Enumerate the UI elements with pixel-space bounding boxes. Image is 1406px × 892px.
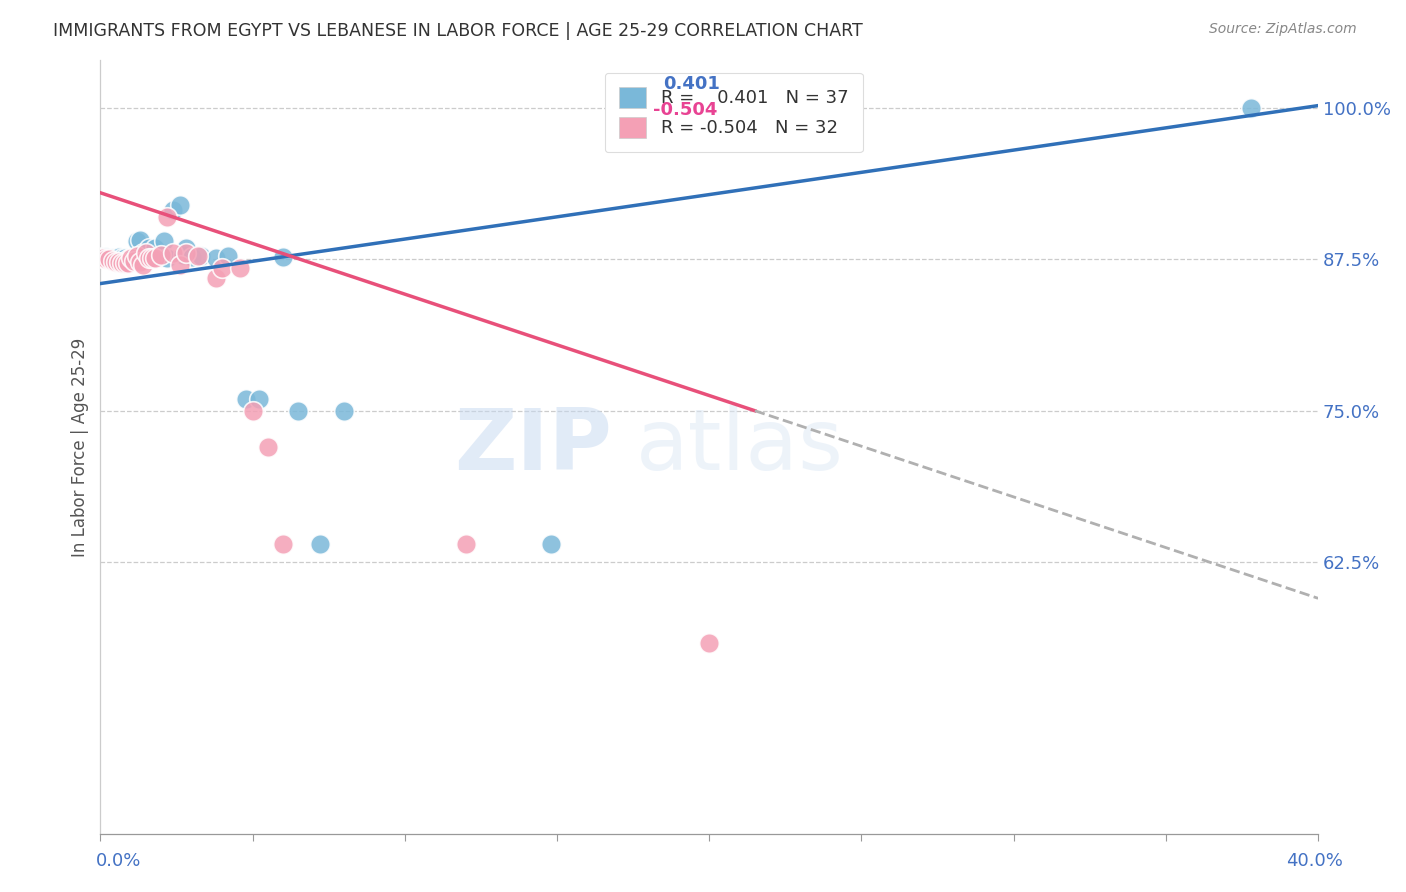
Point: [135, 246, 157, 260]
Point: [205, 270, 228, 285]
Point: [98, 252, 121, 267]
Point: [172, 247, 194, 261]
Point: [540, 537, 562, 551]
Point: [93, 251, 115, 265]
Point: [205, 251, 228, 265]
Point: [129, 254, 152, 268]
Point: [138, 251, 160, 265]
Point: [143, 251, 166, 265]
Point: [141, 251, 163, 265]
Point: [211, 260, 233, 275]
Point: [697, 636, 720, 650]
Point: [111, 251, 134, 265]
Point: [132, 246, 155, 260]
Text: ZIP: ZIP: [454, 406, 612, 489]
Point: [247, 392, 270, 406]
Point: [333, 403, 356, 417]
Text: 0.0%: 0.0%: [96, 852, 141, 870]
Point: [271, 537, 294, 551]
Text: atlas: atlas: [636, 406, 844, 489]
Text: IMMIGRANTS FROM EGYPT VS LEBANESE IN LABOR FORCE | AGE 25-29 CORRELATION CHART: IMMIGRANTS FROM EGYPT VS LEBANESE IN LAB…: [53, 22, 863, 40]
Point: [256, 440, 278, 454]
Point: [143, 242, 166, 256]
Point: [229, 260, 252, 275]
Point: [190, 249, 212, 263]
Point: [96, 250, 118, 264]
Point: [156, 251, 179, 265]
Text: -0.504: -0.504: [654, 101, 717, 119]
Point: [174, 246, 197, 260]
Point: [169, 259, 191, 273]
Point: [150, 250, 173, 264]
Point: [111, 256, 134, 270]
Point: [169, 198, 191, 212]
Point: [308, 537, 330, 551]
Point: [107, 254, 129, 268]
Point: [271, 250, 294, 264]
Point: [135, 249, 157, 263]
Point: [287, 403, 309, 417]
Point: [98, 251, 121, 265]
Point: [104, 252, 127, 267]
Point: [93, 250, 115, 264]
Point: [138, 242, 160, 256]
Point: [125, 249, 148, 263]
Point: [153, 234, 176, 248]
Point: [117, 256, 139, 270]
Point: [122, 250, 145, 264]
Point: [187, 249, 209, 263]
Point: [156, 210, 179, 224]
Point: [217, 249, 239, 263]
Point: [114, 251, 136, 265]
Point: [162, 202, 184, 217]
Point: [132, 259, 155, 273]
Point: [162, 246, 184, 260]
Point: [1240, 101, 1263, 115]
Point: [180, 250, 202, 264]
Text: 40.0%: 40.0%: [1286, 852, 1343, 870]
Point: [101, 251, 124, 265]
Point: [114, 256, 136, 270]
Point: [104, 254, 127, 268]
Point: [107, 250, 129, 264]
Point: [150, 247, 173, 261]
Point: [242, 403, 264, 417]
Point: [120, 251, 142, 265]
Point: [129, 233, 152, 247]
Point: [174, 242, 197, 256]
Point: [141, 251, 163, 265]
Text: Source: ZipAtlas.com: Source: ZipAtlas.com: [1209, 22, 1357, 37]
Point: [117, 252, 139, 267]
Point: [454, 537, 477, 551]
Text: 0.401: 0.401: [664, 75, 720, 93]
Legend: R =    0.401   N = 37, R = -0.504   N = 32: R = 0.401 N = 37, R = -0.504 N = 32: [605, 72, 863, 153]
Point: [125, 234, 148, 248]
Point: [122, 253, 145, 268]
Y-axis label: In Labor Force | Age 25-29: In Labor Force | Age 25-29: [72, 337, 89, 557]
Point: [101, 253, 124, 268]
Point: [235, 392, 257, 406]
Point: [96, 252, 118, 267]
Point: [120, 251, 142, 265]
